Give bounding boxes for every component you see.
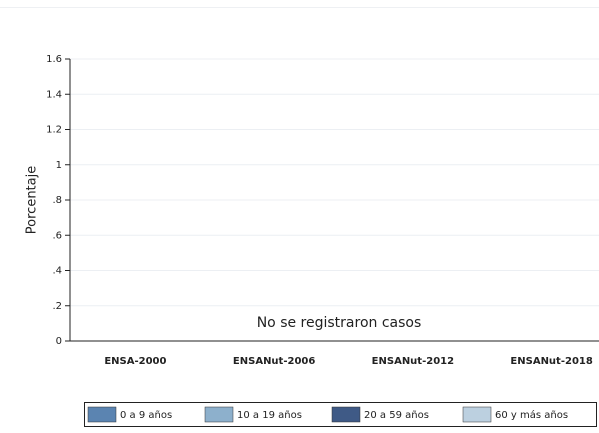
y-tick-label: .6 (52, 230, 62, 241)
legend-swatch (87, 406, 117, 423)
y-tick-label: .2 (52, 301, 62, 312)
y-tick-label: 0 (56, 336, 62, 347)
x-tick-label: ENSA-2000 (104, 356, 166, 367)
legend-label: 0 a 9 años (120, 410, 172, 421)
legend-label: 60 y más años (495, 409, 568, 421)
legend-label: 10 a 19 años (237, 410, 302, 421)
x-tick-label: ENSANut-2012 (372, 356, 454, 367)
y-tick-label: 1 (56, 160, 62, 171)
y-tick-label: .4 (52, 266, 62, 277)
y-tick-label: .8 (52, 195, 62, 206)
legend-swatch (331, 406, 361, 423)
legend-swatch (462, 406, 492, 423)
y-tick-label: 1.2 (46, 125, 62, 136)
legend-label: 20 a 59 años (364, 410, 429, 421)
y-tick-label: 1.4 (46, 89, 62, 100)
y-tick-label: 1.6 (46, 54, 62, 65)
y-axis-title: Porcentaje (25, 166, 40, 234)
x-tick-label: ENSANut-2018 (510, 356, 592, 367)
annotation: No se registraron casos (257, 315, 422, 331)
legend-swatch (204, 406, 234, 423)
x-tick-label: ENSANut-2006 (233, 356, 315, 367)
